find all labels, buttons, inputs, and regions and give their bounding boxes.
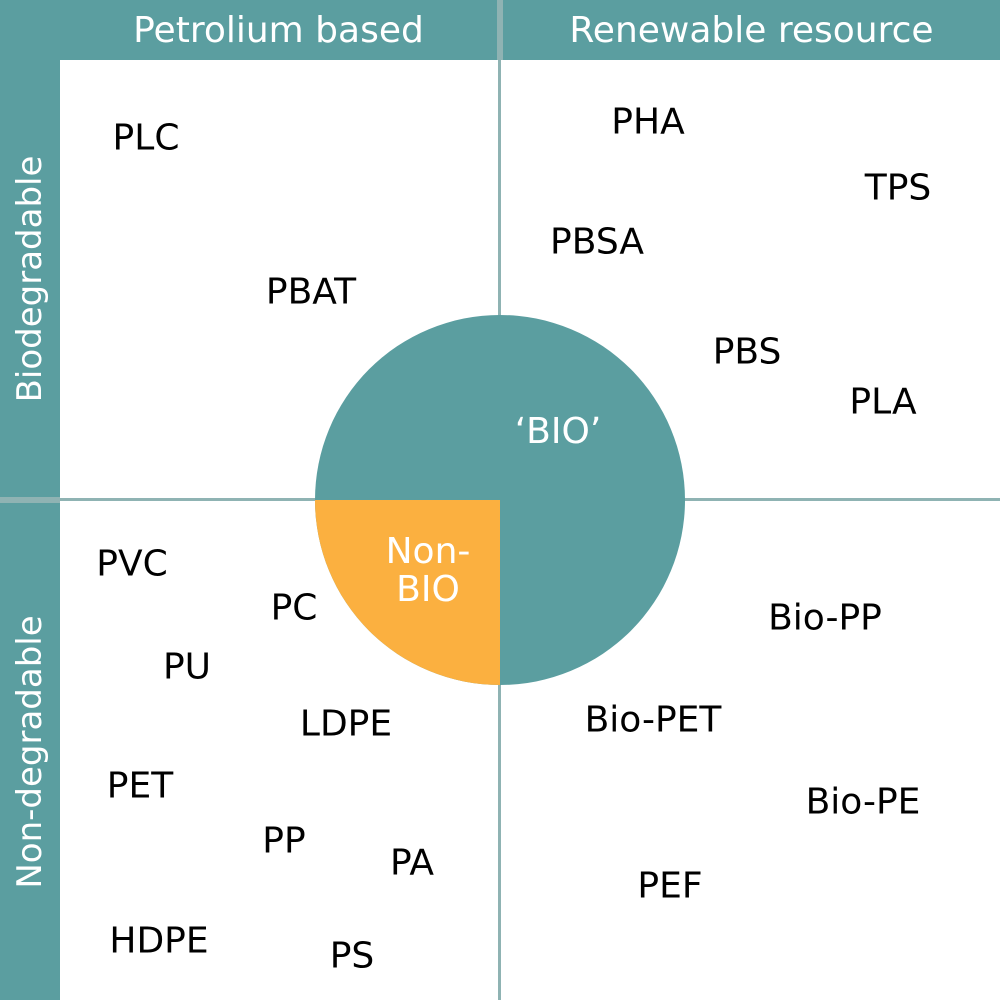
column-header-petroleum: Petrolium based	[133, 9, 424, 51]
nonbio-label-line2: BIO	[396, 569, 460, 610]
nonbio-label-line1: Non-	[385, 531, 471, 572]
polymer-pla: PLA	[849, 381, 917, 423]
polymer-pbat: PBAT	[265, 271, 357, 313]
polymer-pef: PEF	[637, 865, 703, 907]
polymer-pha: PHA	[611, 101, 685, 143]
polymer-ps: PS	[329, 935, 375, 977]
polymer-tps: TPS	[864, 167, 932, 209]
polymer-pp: PP	[262, 820, 306, 862]
polymer-hdpe: HDPE	[109, 920, 209, 962]
polymer-pbs: PBS	[712, 331, 782, 373]
polymer-pvc: PVC	[96, 543, 168, 585]
column-header-renewable: Renewable resource	[569, 9, 934, 51]
polymer-pa: PA	[389, 842, 435, 884]
polymer-bio-pp: Bio-PP	[768, 597, 882, 639]
polymer-pet: PET	[106, 765, 174, 807]
polymer-plc: PLC	[112, 117, 180, 159]
header-divider	[497, 0, 503, 60]
polymer-pc: PC	[270, 587, 318, 629]
polymer-bio-pe: Bio-PE	[805, 781, 921, 823]
polymer-pbsa: PBSA	[550, 221, 644, 263]
polymer-pu: PU	[162, 646, 212, 688]
polymer-bio-pet: Bio-PET	[584, 699, 722, 741]
row-header-divider	[0, 497, 60, 503]
nonbio-sector	[315, 500, 500, 685]
bio-label: ‘BIO’	[514, 411, 602, 452]
polymer-ldpe: LDPE	[299, 703, 393, 745]
